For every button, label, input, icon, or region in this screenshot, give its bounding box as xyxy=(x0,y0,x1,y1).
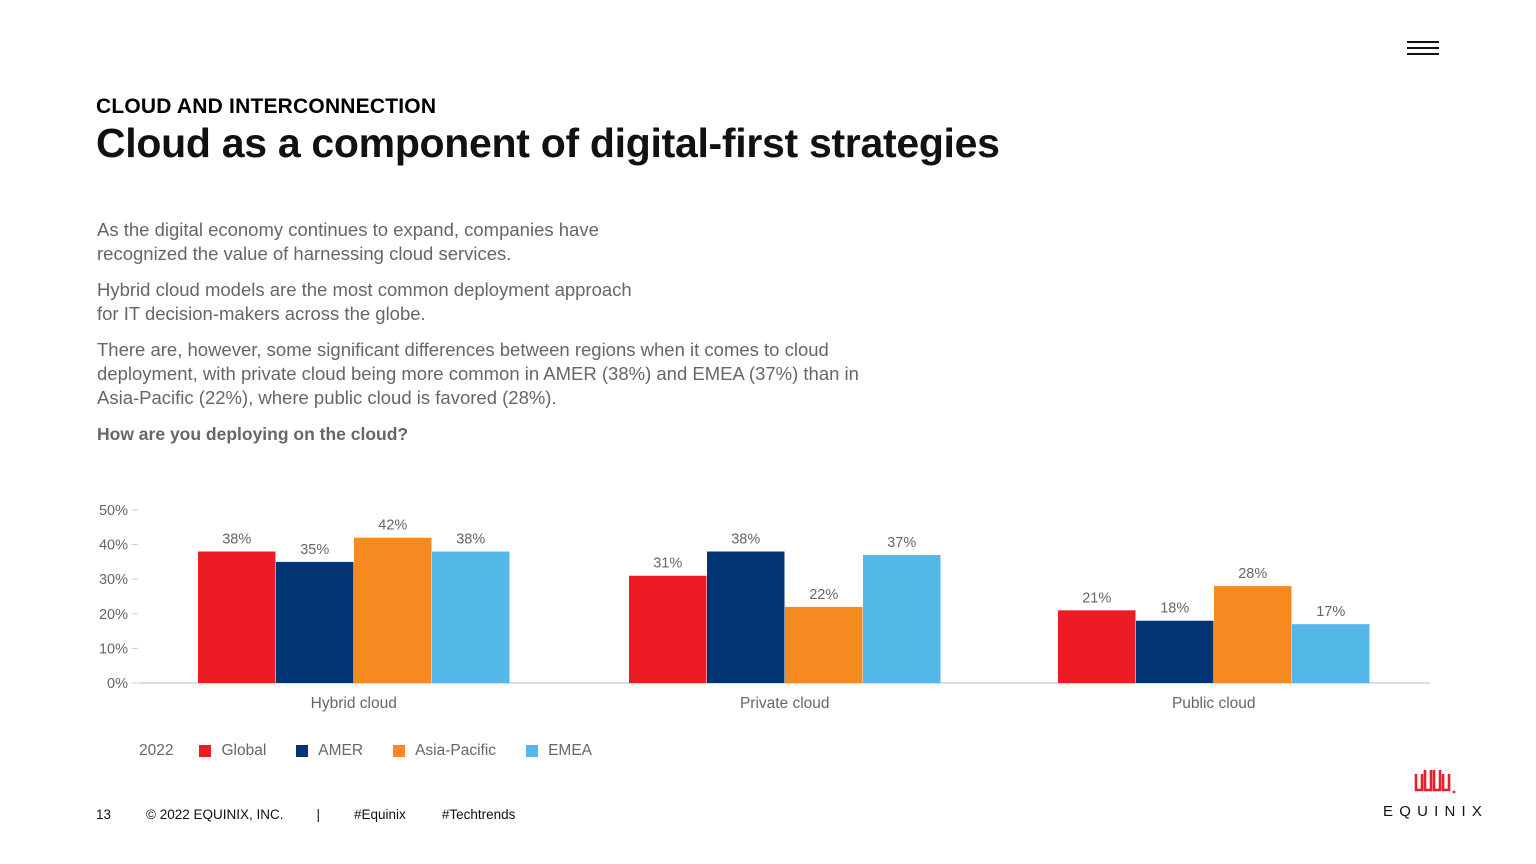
data-label: 38% xyxy=(456,532,485,548)
bar-private-cloud-amer xyxy=(707,551,785,683)
bar-private-cloud-emea xyxy=(863,554,941,683)
hashtag-techtrends[interactable]: #Techtrends xyxy=(441,806,516,822)
legend-label-global: Global xyxy=(221,742,267,759)
equinix-logo-text: EQUINIX xyxy=(1383,803,1489,820)
page-number: 13 xyxy=(96,806,112,822)
data-label: 17% xyxy=(1316,604,1345,620)
hashtag-equinix[interactable]: #Equinix xyxy=(354,806,406,822)
hamburger-menu-icon[interactable] xyxy=(1407,39,1441,57)
category-label: Public cloud xyxy=(1172,695,1256,712)
bar-public-cloud-asia-pacific xyxy=(1214,586,1292,683)
data-label: 42% xyxy=(378,518,407,534)
legend-item-emea: EMEA xyxy=(526,742,592,760)
data-label: 31% xyxy=(653,556,682,572)
copyright-text: © 2022 EQUINIX, INC. xyxy=(146,806,284,822)
legend-item-global: Global xyxy=(199,742,266,760)
page-title: Cloud as a component of digital-first st… xyxy=(96,120,1000,166)
category-label: Hybrid cloud xyxy=(311,695,397,712)
bar-public-cloud-global xyxy=(1058,610,1136,683)
equinix-logo: EQUINIX xyxy=(1380,766,1490,822)
bar-public-cloud-amer xyxy=(1136,620,1214,683)
legend-year: 2022 xyxy=(139,742,174,759)
bar-public-cloud-emea xyxy=(1292,624,1370,683)
data-label: 38% xyxy=(731,532,760,548)
intro-paragraph-2: Hybrid cloud models are the most common … xyxy=(97,279,632,324)
footer-separator: | xyxy=(316,806,321,822)
intro-paragraph-3: There are, however, some significant dif… xyxy=(97,339,859,408)
y-tick-label: 50% xyxy=(99,503,128,519)
bar-private-cloud-asia-pacific xyxy=(785,606,863,683)
legend-label-emea: EMEA xyxy=(548,742,592,759)
chart-question: How are you deploying on the cloud? xyxy=(97,424,409,444)
legend-swatch-amer xyxy=(296,745,309,757)
equinix-logo-mark-icon xyxy=(1414,770,1456,794)
category-label: Private cloud xyxy=(740,695,830,712)
bar-private-cloud-global xyxy=(629,575,707,683)
data-label: 28% xyxy=(1238,566,1267,582)
bar-hybrid-cloud-emea xyxy=(432,551,510,683)
y-tick-label: 40% xyxy=(99,538,128,554)
chart-legend: 2022 Global AMER Asia-Pacific EMEA xyxy=(139,741,622,761)
intro-paragraph-1: As the digital economy continues to expa… xyxy=(97,219,599,264)
bar-hybrid-cloud-asia-pacific xyxy=(354,537,432,683)
data-label: 21% xyxy=(1082,590,1111,606)
bar-hybrid-cloud-amer xyxy=(276,561,354,683)
y-tick-label: 10% xyxy=(99,641,128,657)
data-label: 35% xyxy=(300,542,329,558)
legend-swatch-global xyxy=(199,745,212,757)
data-label: 18% xyxy=(1160,601,1189,617)
data-label: 37% xyxy=(887,535,916,551)
legend-item-asia-pacific: Asia-Pacific xyxy=(393,742,496,760)
legend-label-asia-pacific: Asia-Pacific xyxy=(415,742,497,759)
y-tick-label: 20% xyxy=(99,607,128,623)
data-label: 38% xyxy=(222,532,251,548)
legend-swatch-emea xyxy=(526,745,539,757)
footer: 13 © 2022 EQUINIX, INC. | #Equinix #Tech… xyxy=(96,805,551,823)
y-tick-label: 30% xyxy=(99,572,128,588)
bar-chart: 0% 10% 20% 30% 40% 50% 38% 35% 42% 38% Hybrid clou… xyxy=(99,503,1430,712)
bar-hybrid-cloud-global xyxy=(198,551,276,683)
legend-item-amer: AMER xyxy=(296,742,363,760)
y-tick-label: 0% xyxy=(107,676,128,692)
legend-swatch-asia-pacific xyxy=(393,745,406,757)
section-eyebrow: CLOUD AND INTERCONNECTION xyxy=(96,95,437,118)
legend-label-amer: AMER xyxy=(318,742,364,759)
data-label: 22% xyxy=(809,587,838,603)
